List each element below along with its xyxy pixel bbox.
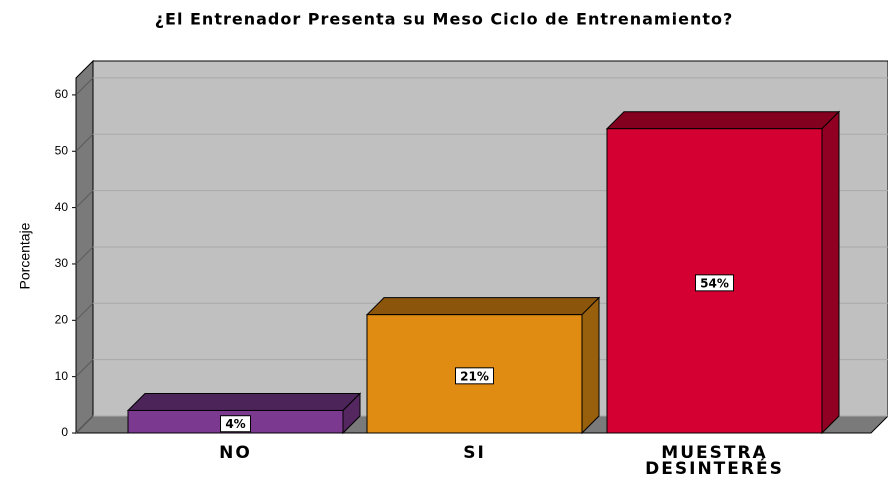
y-tick-label: 60 (55, 87, 69, 101)
bar-top (605, 111, 841, 130)
value-label-box (455, 367, 494, 385)
y-tick-label: 40 (55, 200, 69, 214)
y-tick-label: 20 (55, 312, 69, 326)
value-label-box (220, 415, 251, 433)
y-tick-label: 10 (55, 369, 69, 383)
bar-side (581, 296, 600, 435)
side-grid-line (75, 246, 94, 265)
y-tick-label: 0 (61, 425, 68, 439)
bar-top (126, 392, 362, 411)
value-label: 4% (225, 417, 245, 431)
y-axis-label: Porcentaje (17, 222, 33, 289)
y-tick-label: 30 (55, 256, 69, 270)
x-tick-label: NO (219, 443, 252, 463)
side-grid-line (75, 190, 94, 208)
value-label: 21% (460, 369, 489, 383)
y-tick-label: 50 (55, 143, 69, 157)
side-grid-line (75, 359, 94, 378)
value-label-box (695, 274, 734, 292)
side-grid-line (75, 415, 94, 434)
x-tick-label: MUESTRA DESINTERÉS (645, 443, 784, 479)
side-wall (75, 59, 94, 435)
bar-side (821, 110, 840, 435)
x-tick-label: SI (463, 443, 486, 463)
value-label: 54% (700, 276, 729, 290)
bar-top (365, 297, 601, 316)
chart-title: ¿El Entrenador Presenta su Meso Ciclo de… (155, 10, 734, 29)
side-grid-line (75, 77, 94, 96)
side-grid-line (75, 302, 94, 321)
side-grid-line (75, 133, 94, 152)
